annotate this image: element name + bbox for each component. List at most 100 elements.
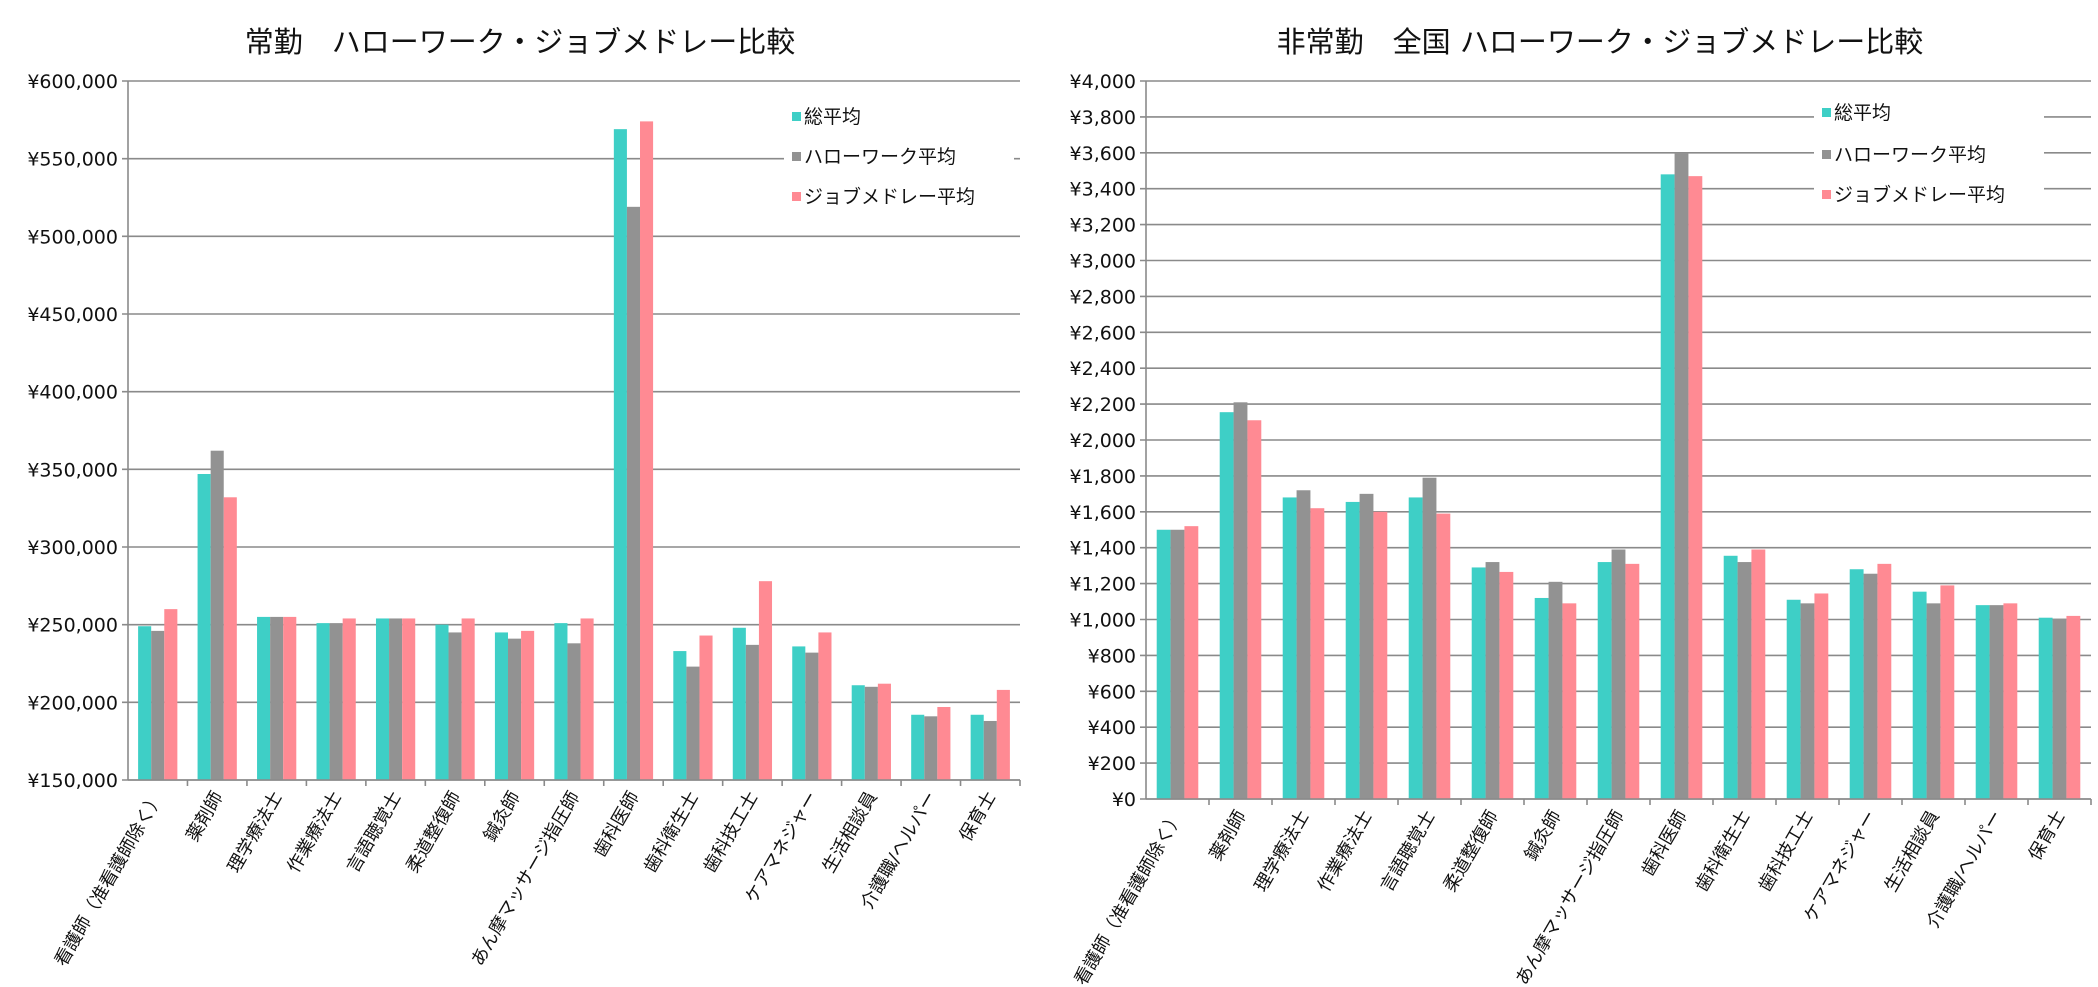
bar-2	[1359, 493, 1374, 799]
bar-3	[758, 581, 773, 780]
x-tick-label: 歯科衛生士	[1692, 807, 1755, 895]
x-tick-label: あん摩マッサージ指圧師	[1512, 807, 1629, 987]
bar-1	[1597, 562, 1612, 799]
bar-3	[164, 609, 178, 780]
bar-1	[1156, 529, 1171, 799]
x-tick-label: 言語聴覚士	[343, 788, 406, 876]
x-tick-label: 言語聴覚士	[1377, 807, 1440, 895]
y-tick-label: ¥3,200	[1070, 215, 1136, 237]
bar-3	[1499, 571, 1514, 799]
legend-label: ジョブメドレー平均	[1834, 183, 2005, 206]
bar-3	[640, 121, 654, 781]
bar-3	[1310, 508, 1325, 799]
x-tick-label: 生活相談員	[1881, 807, 1944, 895]
bar-3	[1247, 420, 1262, 799]
chart-1: 常勤 ハローワーク・ジョブメドレー比較 ¥150,000 ¥200,000 ¥250,…	[27, 25, 1021, 970]
bar-2	[864, 686, 878, 780]
bar-3	[223, 497, 237, 780]
bar-2	[1737, 562, 1752, 799]
y-tick-label: ¥800	[1088, 645, 1136, 667]
bar-3	[342, 618, 356, 780]
x-tick-label: 保育士	[955, 788, 1000, 845]
x-tick-label: 作業療法士	[283, 788, 346, 876]
x-tick-label: 歯科技工士	[1755, 807, 1818, 895]
x-tick-label: 保育士	[2025, 807, 2070, 864]
x-tick-label: 薬剤師	[182, 788, 227, 845]
y-tick-label: ¥1,400	[1070, 538, 1136, 560]
bar-2	[1926, 603, 1941, 799]
legend-label: ハローワーク平均	[804, 146, 956, 168]
bar-3	[580, 618, 594, 780]
bar-3	[283, 616, 297, 780]
bar-1	[494, 632, 508, 780]
y-tick-label: ¥2,000	[1070, 430, 1136, 452]
x-tick-label: 生活相談員	[818, 788, 881, 876]
legend-label: ハローワーク平均	[1834, 144, 1986, 166]
x-tick-label: 看護師（准看護師除く）	[51, 788, 168, 970]
bar-2	[210, 450, 224, 780]
legend-swatch	[792, 192, 801, 201]
bar-2	[1989, 605, 2004, 799]
bar-2	[924, 716, 938, 780]
bar-1	[673, 651, 687, 780]
y-tick-label: ¥1,800	[1070, 466, 1136, 488]
bar-2	[745, 644, 759, 780]
x-tick-label: 歯科技工士	[700, 788, 763, 876]
chart-title: 非常勤 全国 ハローワーク・ジョブメドレー比較	[1277, 25, 1924, 59]
bar-1	[613, 129, 627, 781]
x-tick-label: 理学療法士	[1251, 807, 1314, 895]
bar-1	[257, 616, 271, 780]
bar-2	[448, 632, 462, 780]
bar-1	[1471, 567, 1486, 799]
y-tick-label: ¥400,000	[27, 382, 118, 404]
y-tick-label: ¥3,400	[1070, 179, 1136, 201]
bar-1	[792, 646, 806, 780]
bar-2	[983, 720, 997, 780]
bar-3	[1751, 549, 1766, 799]
bar-1	[1975, 605, 1990, 799]
y-tick-label: ¥500,000	[27, 226, 118, 248]
legend-swatch	[792, 112, 801, 121]
bar-3	[461, 618, 475, 780]
bar-1	[554, 623, 568, 780]
bar-1	[970, 714, 984, 780]
bar-2	[1863, 573, 1878, 799]
y-tick-label: ¥150,000	[27, 770, 118, 792]
bar-3	[2003, 603, 2018, 799]
y-tick-label: ¥450,000	[27, 304, 118, 326]
bar-2	[1485, 562, 1500, 799]
bar-3	[699, 635, 713, 780]
bar-3	[1940, 585, 1955, 799]
bar-2	[805, 652, 819, 780]
x-tick-label: 作業療法士	[1314, 807, 1377, 895]
bar-1	[1219, 412, 1234, 799]
legend-swatch	[1822, 108, 1831, 117]
y-tick-label: ¥550,000	[27, 149, 118, 171]
y-tick-label: ¥350,000	[27, 459, 118, 481]
y-tick-label: ¥200	[1088, 753, 1136, 775]
bar-3	[937, 706, 951, 780]
bar-3	[521, 630, 535, 780]
x-tick-label: 薬剤師	[1206, 807, 1251, 864]
y-tick-label: ¥300,000	[27, 537, 118, 559]
legend-label: 総平均	[804, 106, 861, 128]
y-tick-label: ¥3,600	[1070, 143, 1136, 165]
legend-swatch	[792, 152, 801, 161]
bar-3	[2066, 615, 2081, 799]
x-tick-label: 看護師（准看護師除く）	[1071, 807, 1188, 987]
x-tick-label: 理学療法士	[224, 788, 287, 876]
bar-2	[1233, 402, 1248, 799]
y-tick-label: ¥400	[1088, 717, 1136, 739]
bar-1	[851, 685, 865, 780]
bar-3	[1184, 526, 1199, 799]
bar-3	[1436, 513, 1451, 799]
bar-2	[329, 623, 343, 780]
bar-1	[911, 714, 925, 780]
bar-2	[1296, 490, 1311, 799]
bar-3	[1562, 603, 1577, 799]
bar-1	[375, 618, 390, 780]
chart-2: 非常勤 全国 ハローワーク・ジョブメドレー比較 ¥0 ¥200 ¥400 ¥600 ¥80…	[1070, 25, 2092, 987]
bar-1	[1345, 501, 1360, 799]
